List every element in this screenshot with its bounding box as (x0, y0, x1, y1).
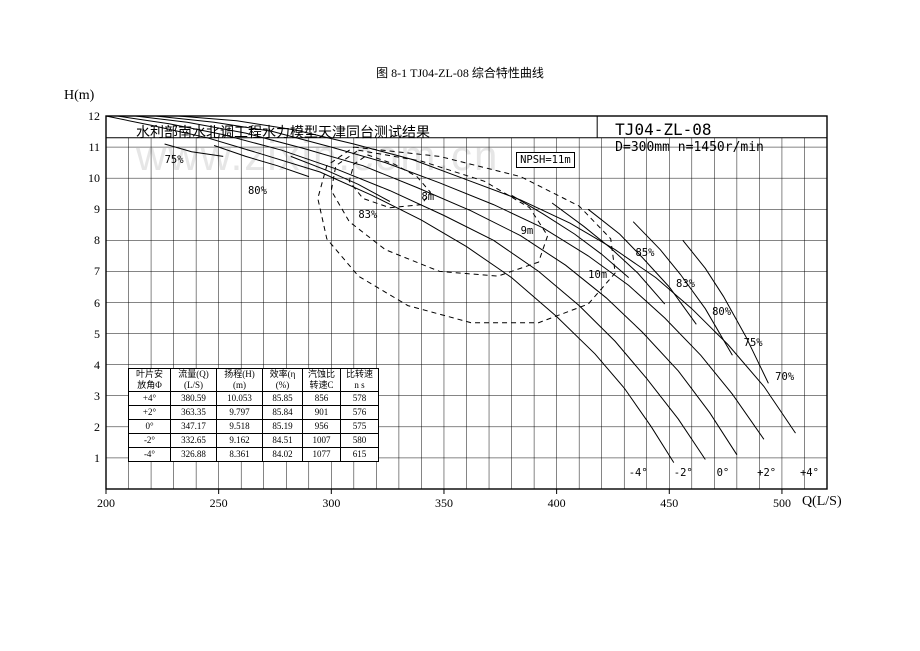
npsh-label: 8m (421, 191, 434, 203)
npsh-label: 10m (588, 269, 607, 281)
table-cell: 85.19 (263, 420, 303, 434)
table-cell: 9.518 (217, 420, 263, 434)
table-cell: 8.361 (217, 448, 263, 462)
angle-label: +2° (757, 467, 776, 479)
table-cell: 84.51 (263, 434, 303, 448)
table-header: 流量(Q)(L/S) (171, 369, 217, 392)
y-tick: 9 (76, 202, 100, 217)
table-cell: 0° (129, 420, 171, 434)
table-cell: 9.797 (217, 406, 263, 420)
table-header: 叶片安放角Φ (129, 369, 171, 392)
x-tick: 450 (649, 496, 689, 511)
table-cell: 347.17 (171, 420, 217, 434)
y-tick: 3 (76, 389, 100, 404)
chart-plot (0, 0, 920, 651)
table-cell: 9.162 (217, 434, 263, 448)
table-cell: 332.65 (171, 434, 217, 448)
table-header: 汽蚀比转速C (303, 369, 341, 392)
y-tick: 4 (76, 358, 100, 373)
table-row: +4°380.5910.05385.85856578 (129, 392, 379, 406)
table-header: 比转速n s (341, 369, 379, 392)
eff-label: 75% (744, 337, 763, 349)
table-cell: -4° (129, 448, 171, 462)
y-tick: 8 (76, 233, 100, 248)
x-tick: 350 (424, 496, 464, 511)
table-cell: 580 (341, 434, 379, 448)
angle-label: -4° (629, 467, 648, 479)
table-header: 效率(η(%) (263, 369, 303, 392)
table-cell: 956 (303, 420, 341, 434)
table-cell: 615 (341, 448, 379, 462)
x-tick: 250 (199, 496, 239, 511)
x-axis-label: Q(L/S) (802, 494, 842, 510)
npsh-title-box: NPSH=11m (516, 152, 575, 168)
eff-label: 80% (712, 306, 731, 318)
table-cell: 576 (341, 406, 379, 420)
eff-label: 83% (676, 278, 695, 290)
eff-label: 75% (165, 154, 184, 166)
table-cell: -2° (129, 434, 171, 448)
model-code: TJ04-ZL-08 (615, 120, 711, 139)
table-row: -4°326.888.36184.021077615 (129, 448, 379, 462)
model-params: D=300mm n=1450r/min (615, 140, 764, 155)
angle-label: 0° (717, 467, 730, 479)
table-cell: 85.85 (263, 392, 303, 406)
x-tick: 400 (537, 496, 577, 511)
angle-label: +4° (800, 467, 819, 479)
table-cell: 363.35 (171, 406, 217, 420)
x-tick: 500 (762, 496, 802, 511)
y-tick: 7 (76, 264, 100, 279)
page: 图 8-1 TJ04-ZL-08 综合特性曲线 H(m) www.zixin.c… (0, 0, 920, 651)
table-cell: 578 (341, 392, 379, 406)
table-cell: 1077 (303, 448, 341, 462)
table-cell: 10.053 (217, 392, 263, 406)
table-cell: 901 (303, 406, 341, 420)
table-cell: 856 (303, 392, 341, 406)
table-cell: +4° (129, 392, 171, 406)
y-tick: 10 (76, 171, 100, 186)
table-header: 扬程(H)(m) (217, 369, 263, 392)
table-row: -2°332.659.16284.511007580 (129, 434, 379, 448)
table-row: 0°347.179.51885.19956575 (129, 420, 379, 434)
chart-subtitle: 水利部南水北调工程水力模型天津同台测试结果 (136, 122, 430, 142)
y-tick: 11 (76, 140, 100, 155)
y-tick: 12 (76, 109, 100, 124)
y-tick: 1 (76, 451, 100, 466)
eff-label: 85% (635, 247, 654, 259)
eff-label: 80% (248, 185, 267, 197)
y-tick: 6 (76, 296, 100, 311)
y-tick: 2 (76, 420, 100, 435)
x-tick: 300 (311, 496, 351, 511)
angle-label: -2° (674, 467, 693, 479)
eff-label: 83% (358, 209, 377, 221)
eff-label: 70% (775, 371, 794, 383)
table-cell: 85.84 (263, 406, 303, 420)
table-cell: 575 (341, 420, 379, 434)
npsh-label: 9m (521, 225, 534, 237)
y-tick: 5 (76, 327, 100, 342)
table-cell: 326.88 (171, 448, 217, 462)
table-cell: 84.02 (263, 448, 303, 462)
table-row: +2°363.359.79785.84901576 (129, 406, 379, 420)
table-cell: 380.59 (171, 392, 217, 406)
table-cell: 1007 (303, 434, 341, 448)
bep-table: 叶片安放角Φ流量(Q)(L/S)扬程(H)(m)效率(η(%)汽蚀比转速C比转速… (128, 368, 379, 462)
x-tick: 200 (86, 496, 126, 511)
table-cell: +2° (129, 406, 171, 420)
